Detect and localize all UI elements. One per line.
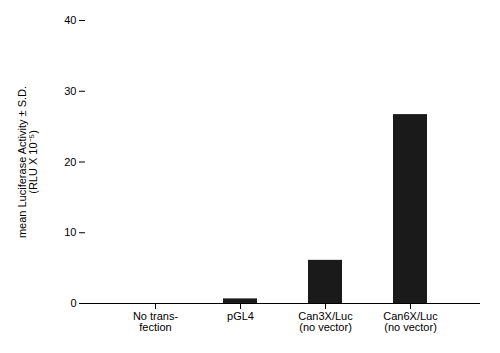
svg-text:Can6X/Luc(no vector): Can6X/Luc(no vector) [383, 310, 438, 333]
svg-text:Can3X/Luc(no vector): Can3X/Luc(no vector) [298, 310, 353, 333]
svg-text:pGL4: pGL4 [227, 310, 254, 322]
svg-text:mean Luciferase Activity ± S.D: mean Luciferase Activity ± S.D.(RLU X 10… [16, 86, 39, 238]
svg-text:0: 0 [70, 297, 76, 309]
svg-text:30: 30 [64, 85, 76, 97]
svg-text:20: 20 [64, 156, 76, 168]
svg-text:No trans-fection: No trans-fection [133, 310, 179, 333]
svg-text:40: 40 [64, 14, 76, 26]
svg-text:10: 10 [64, 226, 76, 238]
